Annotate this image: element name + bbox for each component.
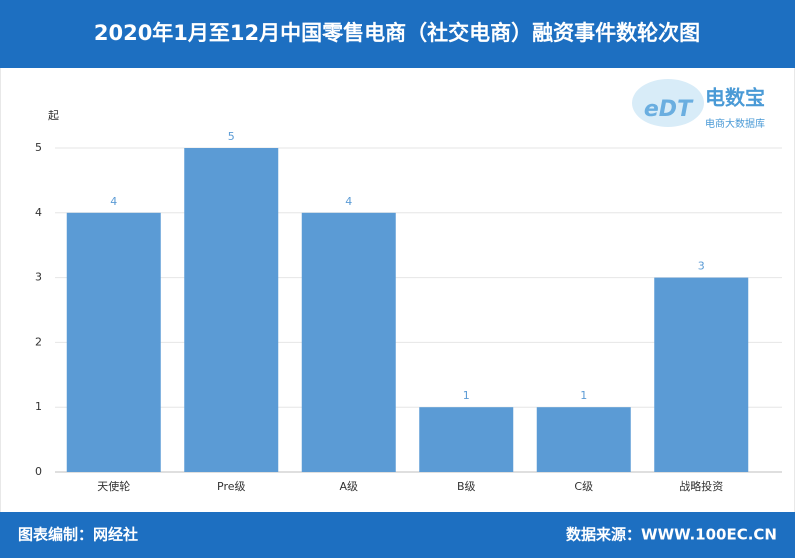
value-label: 5 bbox=[228, 130, 235, 143]
value-label: 4 bbox=[110, 195, 117, 208]
logo-subtitle: 电商大数据库 bbox=[705, 117, 765, 130]
value-label: 1 bbox=[463, 389, 470, 402]
bar bbox=[536, 407, 631, 472]
x-tick-label: Pre级 bbox=[217, 480, 246, 493]
bar bbox=[301, 212, 396, 473]
y-tick-label: 1 bbox=[35, 400, 42, 413]
source: 数据来源：WWW.100EC.CN bbox=[566, 526, 777, 544]
logo: eDT 电数宝 电商大数据库 bbox=[632, 79, 765, 130]
value-label: 4 bbox=[345, 195, 352, 208]
y-tick-label: 3 bbox=[35, 271, 42, 284]
bar bbox=[419, 407, 514, 472]
x-tick-label: C级 bbox=[574, 480, 593, 493]
bar bbox=[184, 148, 279, 472]
header-band bbox=[0, 0, 795, 68]
footer-band bbox=[0, 512, 795, 558]
y-tick-label: 2 bbox=[35, 335, 42, 348]
logo-cloud bbox=[632, 79, 704, 127]
y-tick-label: 5 bbox=[35, 141, 42, 154]
logo-mark: eDT bbox=[644, 97, 694, 122]
x-tick-label: 天使轮 bbox=[97, 479, 130, 493]
bar bbox=[654, 277, 749, 472]
x-tick-label: 战略投资 bbox=[679, 479, 723, 493]
value-label: 1 bbox=[580, 389, 587, 402]
x-tick-label: A级 bbox=[339, 480, 358, 493]
y-tick-label: 4 bbox=[35, 206, 42, 219]
bar bbox=[66, 212, 161, 473]
y-tick-label: 0 bbox=[35, 465, 42, 478]
x-tick-label: B级 bbox=[457, 480, 476, 493]
value-label: 3 bbox=[698, 260, 705, 273]
logo-name: 电数宝 bbox=[705, 86, 765, 110]
credit: 图表编制：网经社 bbox=[18, 526, 138, 544]
chart-title: 2020年1月至12月中国零售电商（社交电商）融资事件数轮次图 bbox=[94, 21, 700, 45]
y-axis-label: 起 bbox=[48, 109, 59, 122]
